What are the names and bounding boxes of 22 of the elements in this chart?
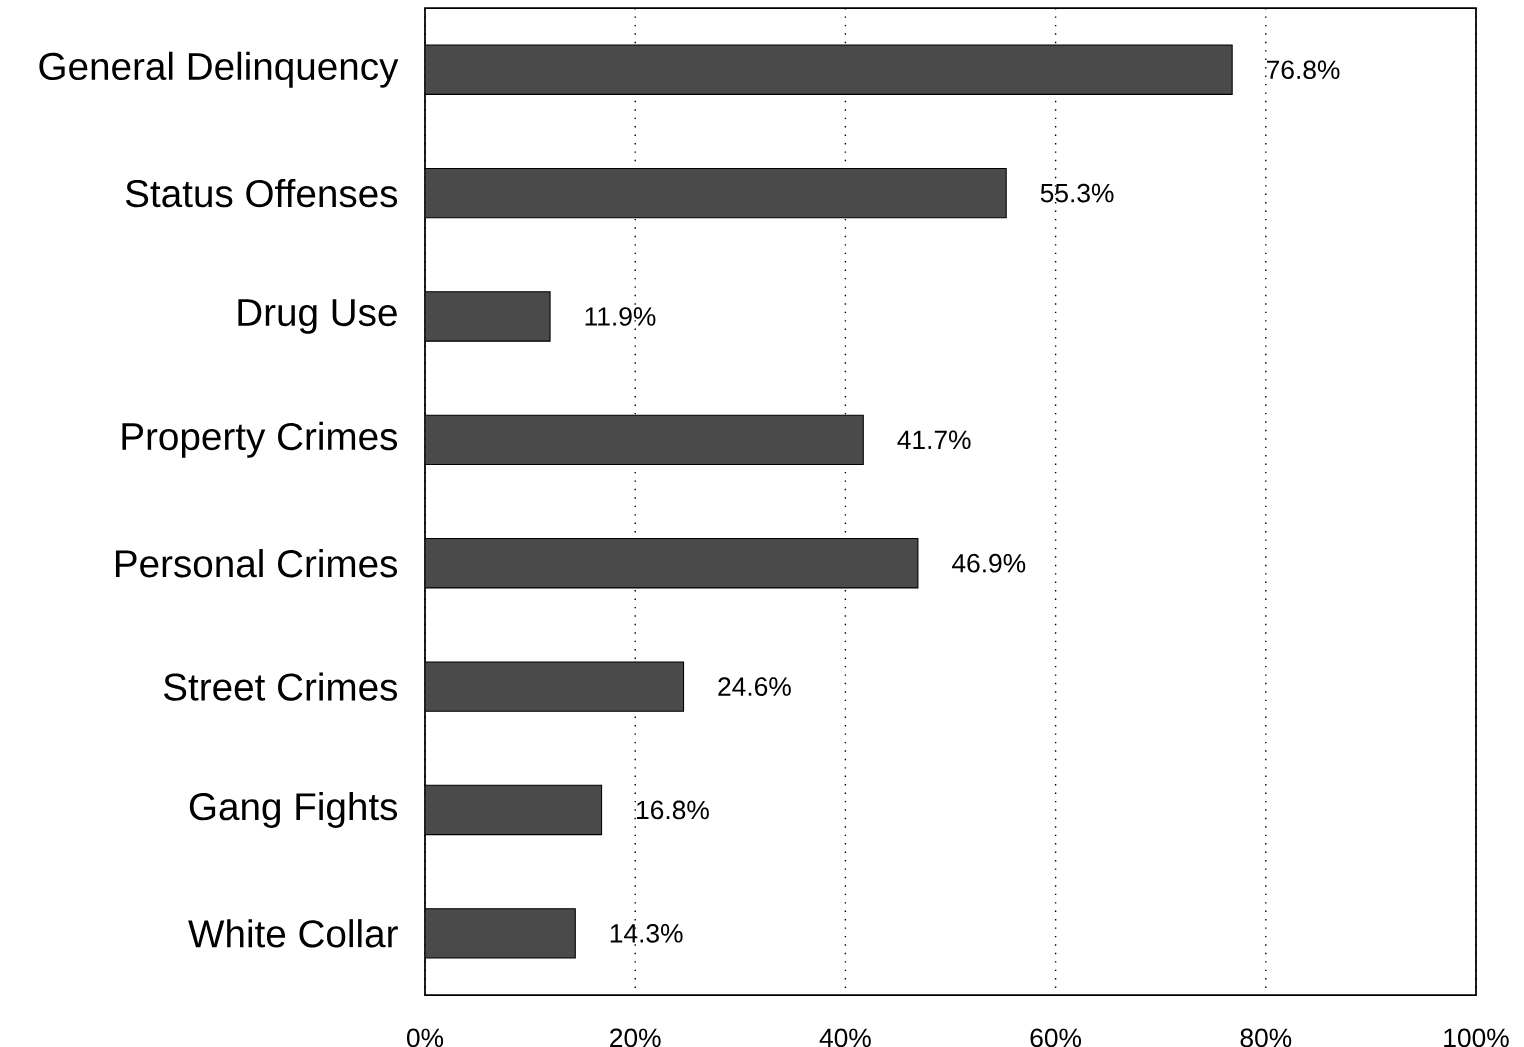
y-tick-label: Drug Use xyxy=(238,299,397,334)
data-label: 55.3% xyxy=(1040,183,1114,203)
y-tick-label: Property Crimes xyxy=(122,421,398,458)
x-tick-label: 100% xyxy=(1444,1028,1509,1047)
data-label: 76.8% xyxy=(1267,60,1340,80)
data-label: 14.3% xyxy=(610,923,683,943)
data-label: 11.9% xyxy=(585,307,656,326)
data-label: 41.7% xyxy=(897,430,971,450)
data-label: 46.9% xyxy=(952,553,1026,573)
x-tick-label: 80% xyxy=(1240,1028,1292,1047)
x-tick-label: 40% xyxy=(819,1028,871,1047)
y-tick-label: Status Offenses xyxy=(125,178,398,208)
x-tick-label: 60% xyxy=(1030,1028,1082,1047)
y-tick-label: General Delinquency xyxy=(39,51,399,88)
data-label: 16.8% xyxy=(637,800,709,820)
x-tick-label: 0% xyxy=(407,1028,444,1047)
x-tick-label: 20% xyxy=(610,1028,661,1047)
y-tick-label: Street Crimes xyxy=(163,672,398,701)
y-tick-label: Gang Fights xyxy=(189,791,398,828)
data-label: 24.6% xyxy=(718,677,791,696)
y-tick-label: Personal Crimes xyxy=(115,549,398,578)
y-tick-label: White Collar xyxy=(188,919,398,948)
